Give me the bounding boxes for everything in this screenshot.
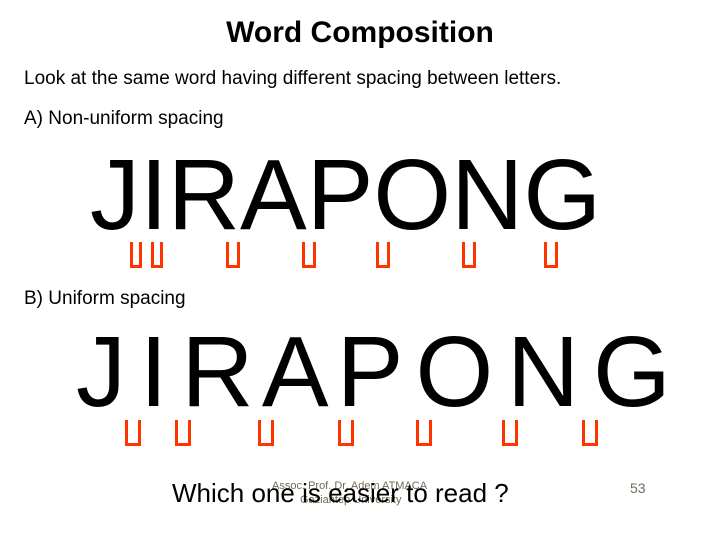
question-text: Which one is easier to read ? — [172, 478, 509, 509]
spacing-marker — [175, 420, 191, 446]
word-a: JIRAPONG — [90, 138, 601, 253]
slide: Word Composition Look at the same word h… — [0, 0, 720, 540]
slide-title: Word Composition — [0, 16, 720, 50]
spacing-marker — [125, 420, 141, 446]
spacing-marker — [130, 242, 142, 268]
label-b: B) Uniform spacing — [24, 288, 186, 310]
word-b: J I R A P O N G — [76, 315, 671, 430]
spacing-marker — [302, 242, 316, 268]
spacing-marker — [376, 242, 390, 268]
markers-a — [0, 240, 720, 268]
subtitle-text: Look at the same word having different s… — [24, 68, 561, 90]
spacing-marker — [582, 420, 598, 446]
spacing-marker — [544, 242, 558, 268]
page-number: 53 — [630, 480, 646, 496]
spacing-marker — [338, 420, 354, 446]
spacing-marker — [258, 420, 274, 446]
spacing-marker — [416, 420, 432, 446]
spacing-marker — [462, 242, 476, 268]
spacing-marker — [151, 242, 163, 268]
spacing-marker — [502, 420, 518, 446]
spacing-marker — [226, 242, 240, 268]
label-a: A) Non-uniform spacing — [24, 108, 224, 130]
markers-b — [0, 418, 720, 446]
